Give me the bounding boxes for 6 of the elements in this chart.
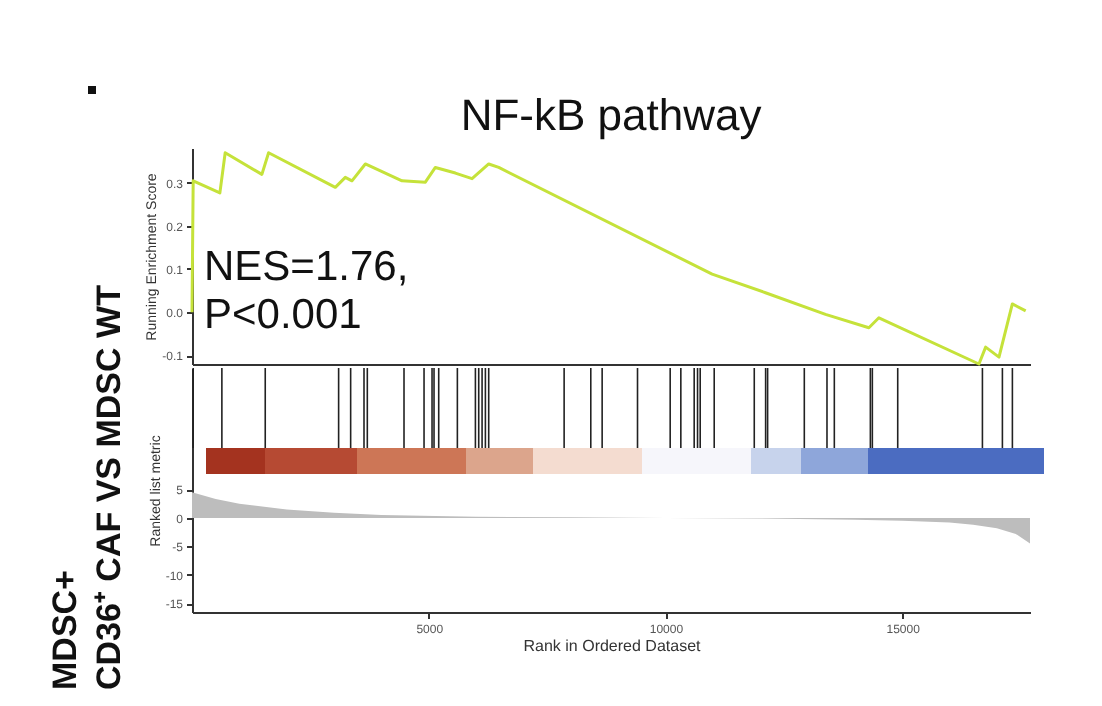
x-axis-title: Rank in Ordered Dataset [523, 637, 703, 655]
text: MDSC+ [44, 568, 86, 690]
annotation: P<0.001 [204, 292, 362, 338]
text: CD36⁺ CAF VS MDSC WT [88, 283, 130, 690]
chart-title: NF-kB pathway [460, 90, 762, 140]
annotation: NES=1.76, [204, 244, 409, 290]
